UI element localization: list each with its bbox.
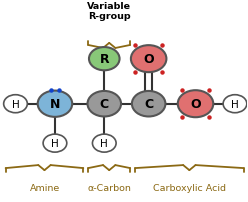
Circle shape bbox=[38, 91, 72, 117]
Text: Variable
R-group: Variable R-group bbox=[87, 2, 131, 21]
Text: N: N bbox=[50, 98, 60, 111]
Circle shape bbox=[223, 95, 247, 113]
Text: H: H bbox=[100, 138, 108, 148]
Text: Carboxylic Acid: Carboxylic Acid bbox=[153, 183, 226, 191]
Circle shape bbox=[4, 95, 27, 113]
Text: H: H bbox=[51, 138, 59, 148]
Text: α-Carbon: α-Carbon bbox=[87, 183, 131, 191]
Text: C: C bbox=[100, 98, 109, 111]
Text: R: R bbox=[99, 53, 109, 66]
Text: H: H bbox=[12, 99, 19, 109]
Circle shape bbox=[131, 46, 166, 73]
Text: Amine: Amine bbox=[30, 183, 60, 191]
Circle shape bbox=[132, 92, 165, 117]
Circle shape bbox=[89, 48, 120, 71]
Circle shape bbox=[93, 135, 116, 152]
Text: O: O bbox=[143, 53, 154, 66]
Circle shape bbox=[88, 92, 121, 117]
Circle shape bbox=[43, 135, 67, 152]
Text: O: O bbox=[190, 98, 201, 111]
Circle shape bbox=[178, 91, 213, 118]
Text: C: C bbox=[144, 98, 153, 111]
Text: H: H bbox=[231, 99, 239, 109]
